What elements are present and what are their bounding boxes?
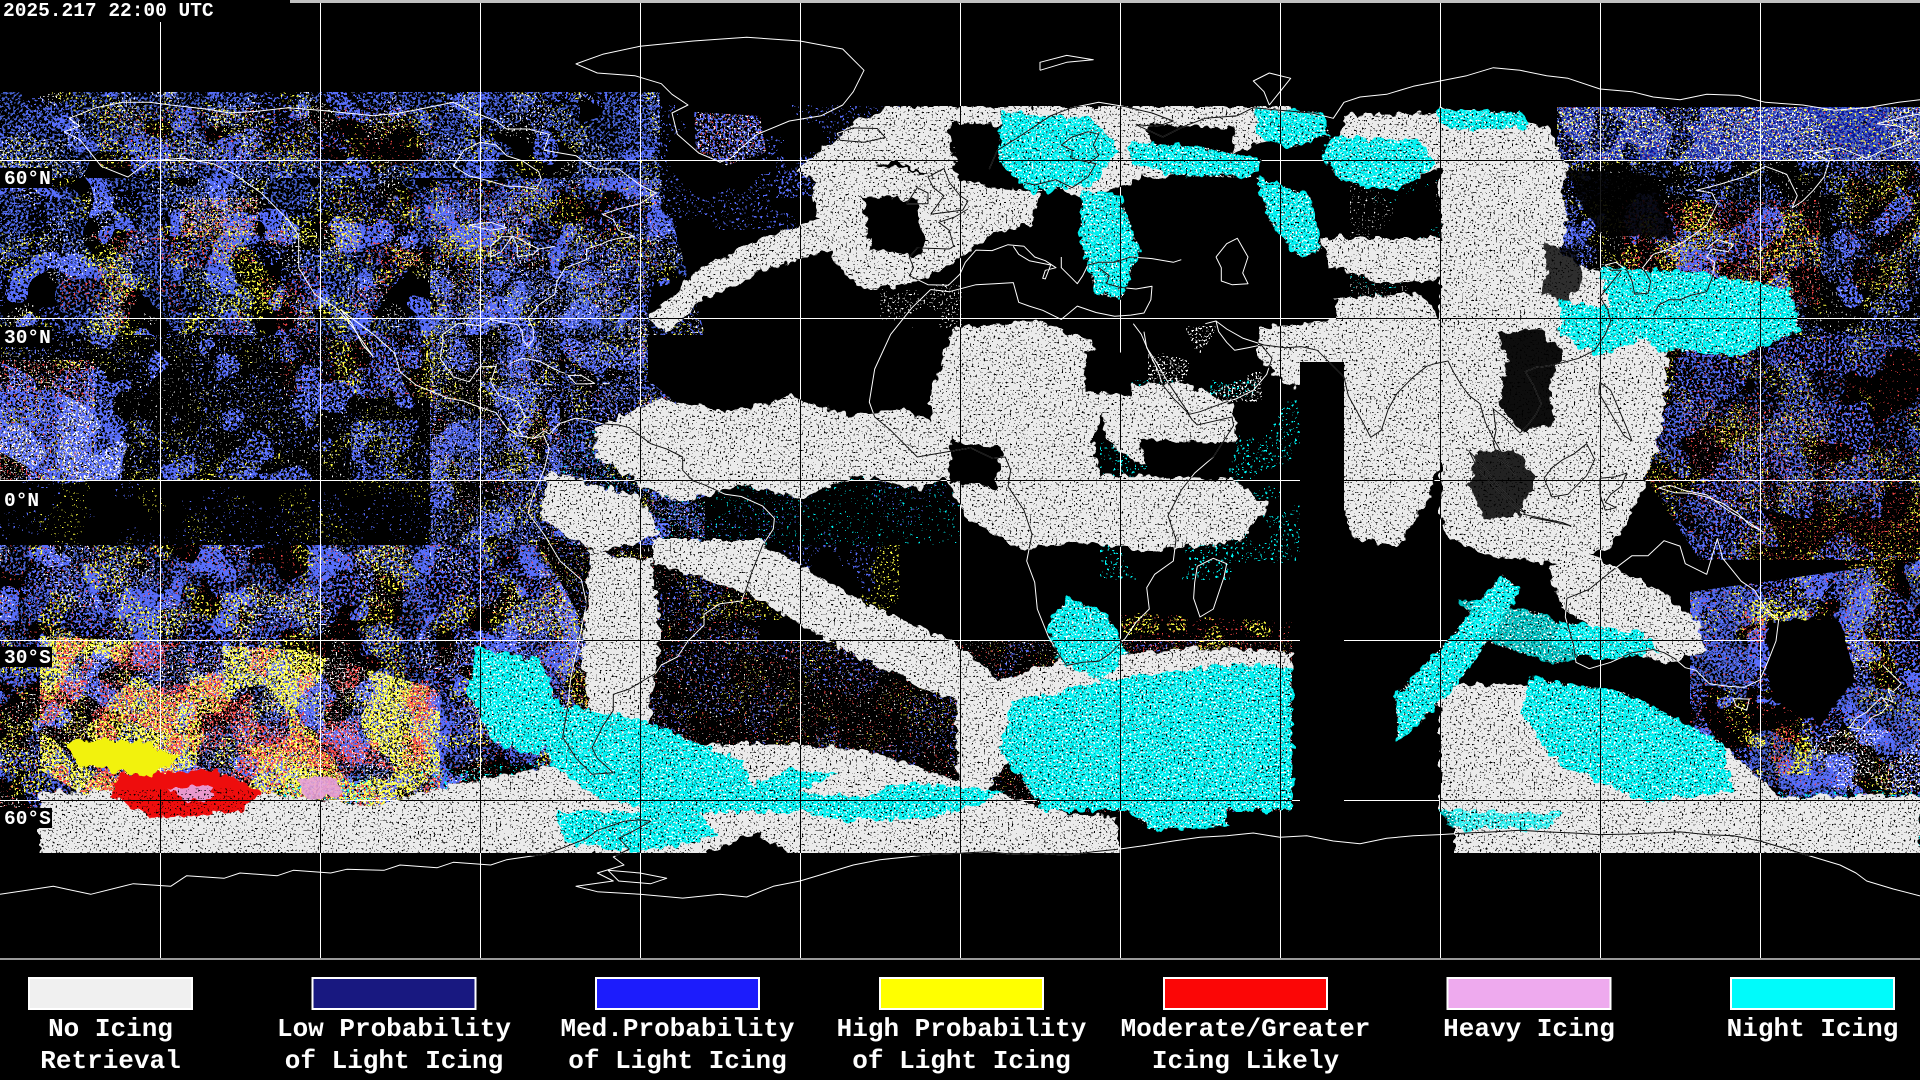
svg-text:0°N: 0°N [4,490,39,512]
svg-text:No Icing: No Icing [48,1014,173,1044]
svg-text:30°S: 30°S [4,647,51,669]
svg-text:Icing Likely: Icing Likely [1152,1046,1340,1076]
svg-text:Low Probability: Low Probability [277,1014,511,1044]
svg-text:Moderate/Greater: Moderate/Greater [1121,1014,1371,1044]
svg-text:Med.Probability: Med.Probability [560,1014,794,1044]
svg-text:Night Icing: Night Icing [1727,1014,1899,1044]
svg-text:of Light Icing: of Light Icing [568,1046,786,1076]
svg-text:Heavy Icing: Heavy Icing [1443,1014,1615,1044]
svg-text:2025.217 22:00 UTC: 2025.217 22:00 UTC [3,0,214,22]
svg-text:30°N: 30°N [4,327,51,349]
svg-text:Retrieval: Retrieval [40,1046,180,1076]
svg-text:of Light Icing: of Light Icing [285,1046,503,1076]
svg-text:60°N: 60°N [4,168,51,190]
svg-text:60°S: 60°S [4,808,51,830]
svg-text:of Light Icing: of Light Icing [852,1046,1070,1076]
svg-text:High Probability: High Probability [837,1014,1087,1044]
